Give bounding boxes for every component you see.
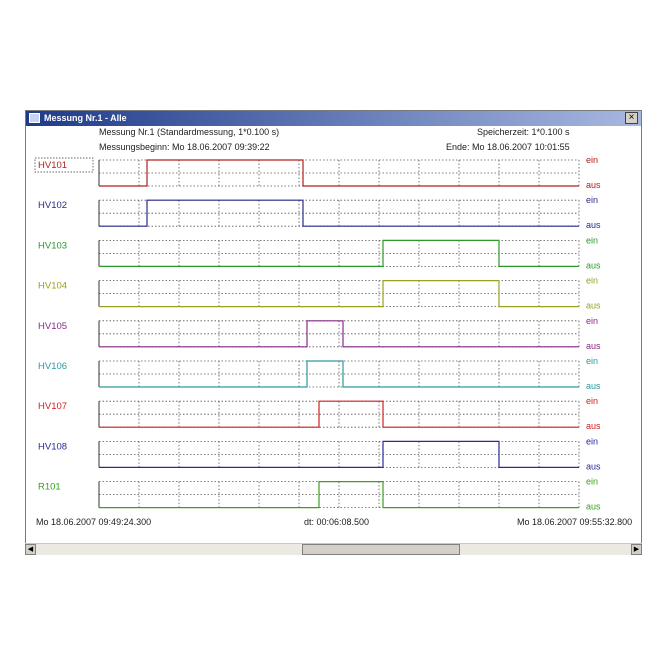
signal-hv106 <box>99 360 579 388</box>
signal-label: HV102 <box>38 200 67 211</box>
state-off-label: aus <box>586 421 601 431</box>
state-on-label: ein <box>586 356 598 366</box>
signal-hv103 <box>99 239 579 267</box>
close-button[interactable]: × <box>625 112 638 124</box>
signal-label: R101 <box>38 482 61 493</box>
signal-hv102 <box>99 199 579 227</box>
signal-label: HV107 <box>38 401 67 412</box>
storage-time: Speicherzeit: 1*0.100 s <box>477 127 570 137</box>
signal-label: HV105 <box>38 321 67 332</box>
measurement-info: Messung Nr.1 (Standardmessung, 1*0.100 s… <box>99 127 280 137</box>
state-on-label: ein <box>586 316 598 326</box>
signal-label: HV101 <box>38 160 67 171</box>
signal-label: HV103 <box>38 240 67 251</box>
cursor-left-time: Mo 18.06.2007 09:49:24.300 <box>36 517 152 527</box>
cursor-delta-time: dt: 00:06:08.500 <box>304 517 370 527</box>
signal-label: HV108 <box>38 441 67 452</box>
state-off-label: aus <box>586 260 601 270</box>
state-on-label: ein <box>586 276 598 286</box>
window-title: Messung Nr.1 - Alle <box>44 113 127 123</box>
measurement-start: Messungsbeginn: Mo 18.06.2007 09:39:22 <box>99 142 270 152</box>
state-on-label: ein <box>586 195 598 205</box>
signal-hv104 <box>99 280 579 308</box>
signal-label: HV106 <box>38 361 67 372</box>
signal-hv101 <box>99 159 579 187</box>
state-on-label: ein <box>586 235 598 245</box>
signal-hv107 <box>99 400 579 428</box>
state-on-label: ein <box>586 477 598 487</box>
measurement-end: Ende: Mo 18.06.2007 10:01:55 <box>446 142 570 152</box>
signal-label: HV104 <box>38 281 67 292</box>
scroll-left-arrow-icon[interactable]: ◀ <box>25 544 36 555</box>
cursor-right-time: Mo 18.06.2007 09:55:32.800 <box>517 517 633 527</box>
state-on-label: ein <box>586 155 598 165</box>
state-on-label: ein <box>586 436 598 446</box>
scroll-thumb[interactable] <box>302 544 460 555</box>
signal-hv105 <box>99 320 579 348</box>
state-off-label: aus <box>586 502 601 512</box>
signal-r101 <box>99 481 579 509</box>
state-off-label: aus <box>586 301 601 311</box>
title-bar[interactable]: Messung Nr.1 - Alle × <box>26 111 641 126</box>
state-off-label: aus <box>586 341 601 351</box>
state-off-label: aus <box>586 220 601 230</box>
state-off-label: aus <box>586 461 601 471</box>
state-off-label: aus <box>586 381 601 391</box>
state-off-label: aus <box>586 180 601 190</box>
state-on-label: ein <box>586 396 598 406</box>
signal-hv108 <box>99 440 579 468</box>
scroll-right-arrow-icon[interactable]: ▶ <box>631 544 642 555</box>
horizontal-scrollbar[interactable]: ◀ ▶ <box>25 543 642 555</box>
window-icon <box>29 113 40 123</box>
